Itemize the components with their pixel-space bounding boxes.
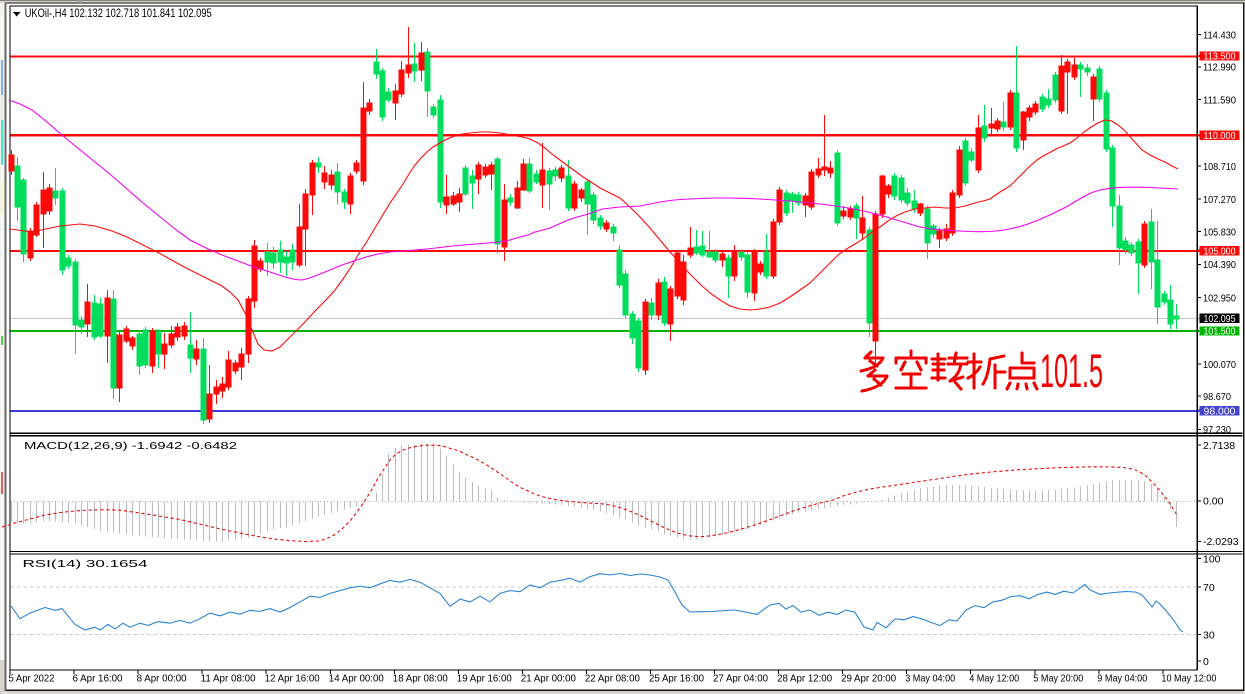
svg-text:113.500: 113.500: [1204, 51, 1236, 63]
svg-text:4 May 12:00: 4 May 12:00: [969, 673, 1019, 685]
svg-text:70: 70: [1203, 582, 1215, 594]
svg-text:0: 0: [1203, 656, 1209, 668]
svg-text:105.000: 105.000: [1204, 245, 1236, 257]
svg-text:5 May 20:00: 5 May 20:00: [1033, 673, 1083, 685]
svg-text:101.500: 101.500: [1204, 326, 1236, 338]
svg-text:114.430: 114.430: [1203, 29, 1236, 41]
svg-text:-2.0293: -2.0293: [1203, 536, 1239, 548]
svg-text:30: 30: [1203, 629, 1215, 641]
svg-text:6 Apr 16:00: 6 Apr 16:00: [73, 673, 123, 685]
svg-text:10 May 12:00: 10 May 12:00: [1161, 673, 1216, 685]
svg-text:8 Apr 00:00: 8 Apr 00:00: [137, 673, 187, 685]
svg-text:18 Apr 08:00: 18 Apr 08:00: [393, 673, 448, 685]
svg-text:105.830: 105.830: [1203, 226, 1236, 238]
svg-text:111.590: 111.590: [1203, 94, 1236, 106]
svg-text:0.00: 0.00: [1203, 496, 1224, 508]
svg-text:19 Apr 16:00: 19 Apr 16:00: [457, 673, 512, 685]
svg-text:98.670: 98.670: [1203, 391, 1231, 403]
svg-text:MACD(12,26,9) -1.6942 -0.6482: MACD(12,26,9) -1.6942 -0.6482: [24, 440, 237, 452]
svg-text:9 May 04:00: 9 May 04:00: [1097, 673, 1147, 685]
svg-text:100: 100: [1203, 554, 1221, 566]
svg-text:2.7138: 2.7138: [1203, 440, 1235, 452]
svg-text:27 Apr 04:00: 27 Apr 04:00: [713, 673, 768, 685]
svg-text:107.270: 107.270: [1203, 194, 1236, 206]
svg-text:102.950: 102.950: [1203, 292, 1236, 304]
svg-text:22 Apr 08:00: 22 Apr 08:00: [585, 673, 640, 685]
svg-text:97.230: 97.230: [1203, 424, 1231, 436]
svg-text:RSI(14) 30.1654: RSI(14) 30.1654: [23, 558, 148, 570]
svg-text:14 Apr 00:00: 14 Apr 00:00: [329, 673, 384, 685]
svg-text:29 Apr 20:00: 29 Apr 20:00: [841, 673, 896, 685]
svg-text:12 Apr 16:00: 12 Apr 16:00: [265, 673, 320, 685]
svg-text:104.390: 104.390: [1203, 259, 1236, 271]
svg-text:101.5: 101.5: [1040, 344, 1103, 397]
svg-text:11 Apr 08:00: 11 Apr 08:00: [201, 673, 256, 685]
svg-text:102.095: 102.095: [1204, 313, 1236, 325]
svg-text:3 May 04:00: 3 May 04:00: [905, 673, 955, 685]
svg-text:5 Apr 2022: 5 Apr 2022: [9, 673, 55, 685]
svg-text:28 Apr 12:00: 28 Apr 12:00: [777, 673, 832, 685]
svg-text:108.710: 108.710: [1203, 161, 1236, 173]
svg-text:98.000: 98.000: [1204, 405, 1236, 417]
svg-text:21 Apr 00:00: 21 Apr 00:00: [521, 673, 576, 685]
svg-text:112.990: 112.990: [1203, 62, 1236, 74]
svg-text:110.000: 110.000: [1204, 130, 1236, 142]
svg-text:25 Apr 16:00: 25 Apr 16:00: [649, 673, 704, 685]
svg-text:100.070: 100.070: [1203, 359, 1236, 371]
svg-text:UKOil-,H4 102.132 102.718 101: UKOil-,H4 102.132 102.718 101.841 102.09…: [25, 6, 212, 20]
